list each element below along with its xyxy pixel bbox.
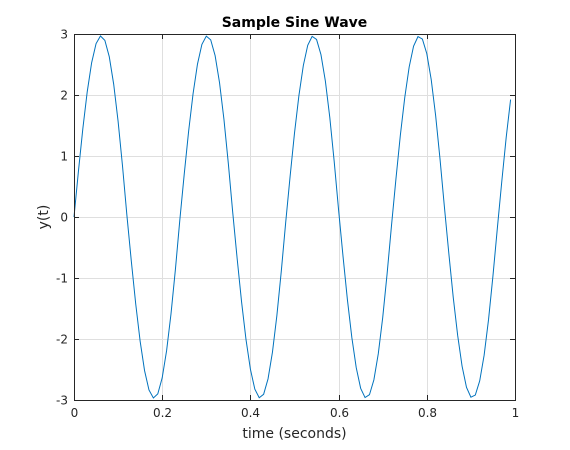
x-tick-label: 0.6	[330, 406, 349, 420]
y-tick-label: 1	[60, 150, 68, 164]
x-tick-label: 0.2	[153, 406, 172, 420]
y-tick-label: -2	[56, 333, 68, 347]
y-tick-label: -1	[56, 272, 68, 286]
y-tick-label: 2	[60, 89, 68, 103]
plot-area: 0 0.2 0.4 0.6 0.8 1 -3 -2 -1 0 1 2 3	[56, 28, 519, 421]
x-axis-ticks: 0 0.2 0.4 0.6 0.8 1	[71, 34, 520, 420]
y-tick-label: 3	[60, 28, 68, 42]
y-axis-ticks: -3 -2 -1 0 1 2 3	[56, 28, 515, 408]
y-axis-label: y(t)	[36, 205, 52, 230]
x-tick-label: 1	[512, 406, 520, 420]
x-tick-label: 0.8	[418, 406, 437, 420]
chart-title: Sample Sine Wave	[222, 15, 368, 31]
y-tick-label: 0	[60, 211, 68, 225]
x-tick-label: 0	[71, 406, 79, 420]
y-tick-label: -3	[56, 394, 68, 408]
x-tick-label: 0.4	[241, 406, 260, 420]
x-axis-label: time (seconds)	[242, 426, 346, 442]
sine-wave-series-line	[73, 35, 512, 399]
